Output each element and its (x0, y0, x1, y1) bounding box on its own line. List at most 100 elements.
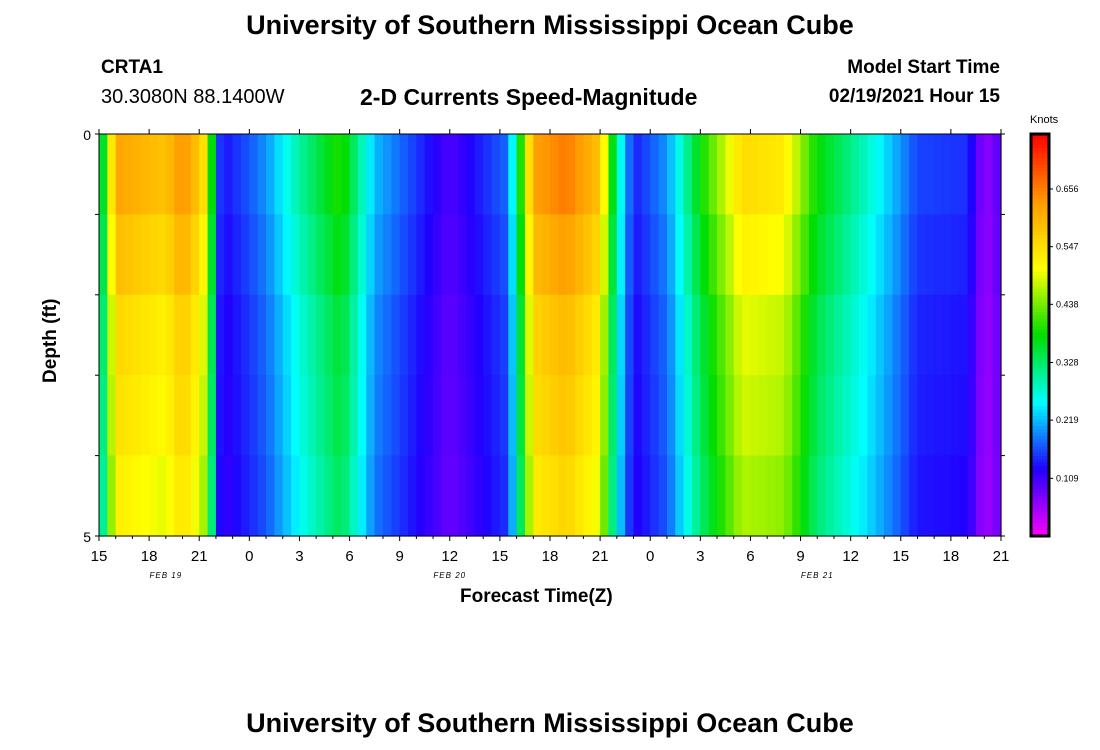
colorbar-swatch (1031, 201, 1049, 205)
heatmap-cell (867, 214, 877, 296)
colorbar-swatch (1031, 492, 1049, 497)
heatmap-cell (207, 375, 217, 457)
heatmap-cell (750, 294, 760, 376)
heatmap-cell (758, 455, 768, 537)
colorbar-swatch (1031, 425, 1049, 430)
heatmap-cell (909, 214, 919, 296)
heatmap-cell (650, 214, 660, 296)
colorbar-swatch (1031, 422, 1049, 426)
heatmap-cell (767, 294, 777, 376)
chart-title: 2-D Currents Speed-Magnitude (360, 84, 698, 110)
heatmap-cell (399, 134, 409, 215)
heatmap-cell (600, 455, 610, 537)
colorbar-swatch (1031, 177, 1049, 182)
heatmap-cell (466, 134, 476, 215)
heatmap-cell (524, 455, 534, 537)
heatmap-cell (867, 375, 877, 457)
heatmap-cell (516, 455, 526, 537)
heatmap-cell (825, 294, 835, 376)
heatmap-cell (750, 375, 760, 457)
heatmap-cell (708, 455, 718, 537)
colorbar-swatch (1031, 495, 1049, 500)
heatmap-cell (299, 134, 309, 215)
heatmap-cell (550, 294, 559, 376)
heatmap-cell (132, 134, 142, 215)
heatmap-cell (107, 134, 117, 215)
heatmap-cell (775, 134, 785, 215)
heatmap-cell (282, 214, 292, 296)
heatmap-cell (299, 455, 309, 537)
heatmap-cell (909, 375, 919, 457)
heatmap-cell (291, 375, 301, 457)
heatmap-cell (249, 455, 259, 537)
heatmap-cell (115, 294, 125, 376)
heatmap-cell (892, 134, 902, 215)
heatmap-cell (867, 294, 877, 376)
heatmap-cell (165, 134, 175, 215)
heatmap-cell (867, 455, 877, 537)
colorbar-swatch (1031, 190, 1049, 195)
heatmap-cell (658, 294, 668, 376)
heatmap-cell (466, 294, 476, 376)
heatmap-cell (742, 134, 752, 215)
colorbar-swatch (1031, 398, 1049, 403)
colorbar-swatch (1031, 308, 1049, 313)
heatmap-cell (266, 375, 275, 457)
heatmap-cell (433, 375, 443, 457)
date-label: FEB 19 (149, 571, 182, 580)
heatmap-cell (99, 455, 108, 537)
heatmap-cell (591, 455, 601, 537)
colorbar-swatch (1031, 224, 1049, 229)
colorbar-swatch (1031, 515, 1049, 520)
heatmap-cell (608, 214, 618, 296)
heatmap-cell (474, 134, 484, 215)
heatmap-cell (733, 294, 743, 376)
heatmap-cell (149, 134, 159, 215)
heatmap-cell (950, 214, 960, 296)
heatmap-cell (274, 294, 284, 376)
heatmap-cell (190, 134, 200, 215)
heatmap-cell (382, 134, 392, 215)
heatmap-cell (616, 375, 626, 457)
heatmap-cell (441, 294, 451, 376)
heatmap-cell (817, 214, 827, 296)
heatmap-cell (391, 455, 401, 537)
colorbar-swatch (1031, 180, 1049, 185)
heatmap-cell (524, 134, 534, 215)
heatmap-cell (775, 375, 785, 457)
colorbar-swatch (1031, 268, 1049, 272)
heatmap-cell (182, 214, 192, 296)
heatmap-cell (750, 455, 760, 537)
heatmap-cell (959, 214, 969, 296)
heatmap-cell (775, 455, 785, 537)
heatmap-cell (424, 134, 434, 215)
heatmap-cell (575, 134, 585, 215)
heatmap-cell (725, 375, 735, 457)
heatmap-cell (700, 134, 710, 215)
colorbar-swatch (1031, 418, 1049, 423)
heatmap-cell (959, 375, 969, 457)
heatmap-cell (717, 375, 726, 457)
heatmap-cell (291, 134, 301, 215)
x-tick-label: 21 (191, 548, 208, 565)
heatmap-cell (291, 214, 301, 296)
model-start-value: 02/19/2021 Hour 15 (828, 86, 1000, 107)
heatmap-cell (817, 294, 827, 376)
heatmap-cell (190, 375, 200, 457)
colorbar-swatch (1031, 134, 1049, 138)
station-coordinates: 30.3080N 88.1400W (101, 86, 285, 108)
heatmap-cell (558, 134, 568, 215)
heatmap-cell (533, 375, 543, 457)
heatmap-cell (190, 455, 200, 537)
heatmap-cell (591, 375, 601, 457)
heatmap-cell (917, 134, 927, 215)
heatmap-cell (391, 375, 401, 457)
heatmap-cell (641, 214, 651, 296)
heatmap-cell (541, 375, 551, 457)
heatmap-cell (449, 455, 459, 537)
heatmap-cell (299, 294, 309, 376)
date-label: FEB 20 (433, 571, 466, 580)
heatmap-cell (416, 294, 426, 376)
heatmap-cell (408, 375, 417, 457)
heatmap-cell (140, 214, 150, 296)
